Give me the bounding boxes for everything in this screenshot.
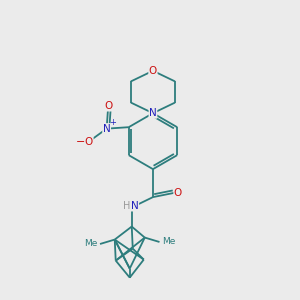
- Text: H: H: [123, 201, 130, 211]
- Text: O: O: [85, 137, 93, 147]
- Text: +: +: [109, 118, 116, 127]
- Text: Me: Me: [162, 238, 175, 247]
- Text: O: O: [104, 101, 112, 111]
- Text: O: O: [149, 66, 157, 76]
- Text: N: N: [103, 124, 110, 134]
- Text: −: −: [76, 137, 86, 147]
- Text: Me: Me: [84, 239, 98, 248]
- Text: N: N: [131, 201, 139, 211]
- Text: N: N: [149, 108, 157, 118]
- Text: O: O: [174, 188, 182, 198]
